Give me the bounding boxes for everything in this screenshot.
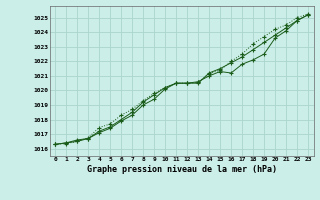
- X-axis label: Graphe pression niveau de la mer (hPa): Graphe pression niveau de la mer (hPa): [87, 165, 276, 174]
